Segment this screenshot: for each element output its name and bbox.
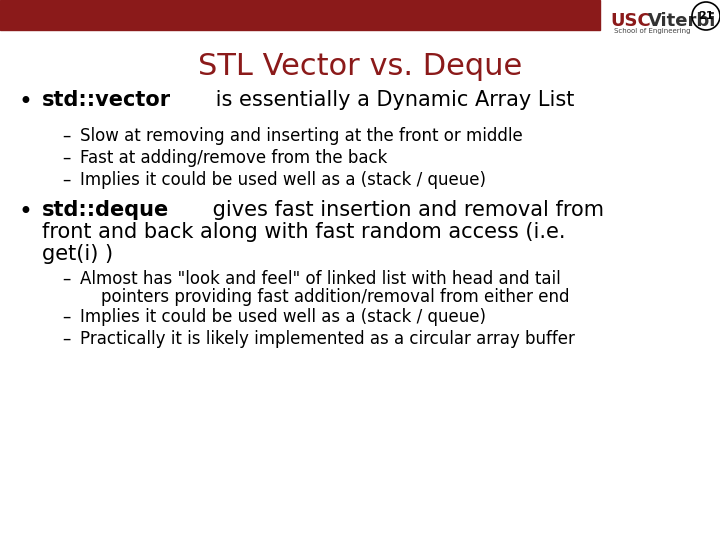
Text: –: – xyxy=(62,270,71,288)
Text: Fast at adding/remove from the back: Fast at adding/remove from the back xyxy=(80,149,387,167)
Text: Almost has "look and feel" of linked list with head and tail: Almost has "look and feel" of linked lis… xyxy=(80,270,561,288)
Text: –: – xyxy=(62,171,71,189)
Text: •: • xyxy=(18,90,32,114)
Text: gives fast insertion and removal from: gives fast insertion and removal from xyxy=(206,200,604,220)
Text: is essentially a Dynamic Array List: is essentially a Dynamic Array List xyxy=(209,90,574,110)
Text: STL Vector vs. Deque: STL Vector vs. Deque xyxy=(198,52,522,81)
Text: std::deque: std::deque xyxy=(42,200,169,220)
Text: 21: 21 xyxy=(698,11,714,21)
Text: –: – xyxy=(62,308,71,326)
Text: –: – xyxy=(62,127,71,145)
Text: Slow at removing and inserting at the front or middle: Slow at removing and inserting at the fr… xyxy=(80,127,523,145)
Text: Viterbi: Viterbi xyxy=(648,12,716,30)
Text: get(i) ): get(i) ) xyxy=(42,244,113,264)
Text: Implies it could be used well as a (stack / queue): Implies it could be used well as a (stac… xyxy=(80,171,486,189)
Bar xyxy=(0,0,600,30)
Text: USC: USC xyxy=(610,12,651,30)
Text: School of Engineering: School of Engineering xyxy=(614,28,690,34)
Text: front and back along with fast random access (i.e.: front and back along with fast random ac… xyxy=(42,222,565,242)
Text: std::vector: std::vector xyxy=(42,90,171,110)
Text: –: – xyxy=(62,330,71,348)
Text: Practically it is likely implemented as a circular array buffer: Practically it is likely implemented as … xyxy=(80,330,575,348)
Text: pointers providing fast addition/removal from either end: pointers providing fast addition/removal… xyxy=(80,288,570,306)
Text: Implies it could be used well as a (stack / queue): Implies it could be used well as a (stac… xyxy=(80,308,486,326)
Text: •: • xyxy=(18,200,32,224)
Text: –: – xyxy=(62,149,71,167)
